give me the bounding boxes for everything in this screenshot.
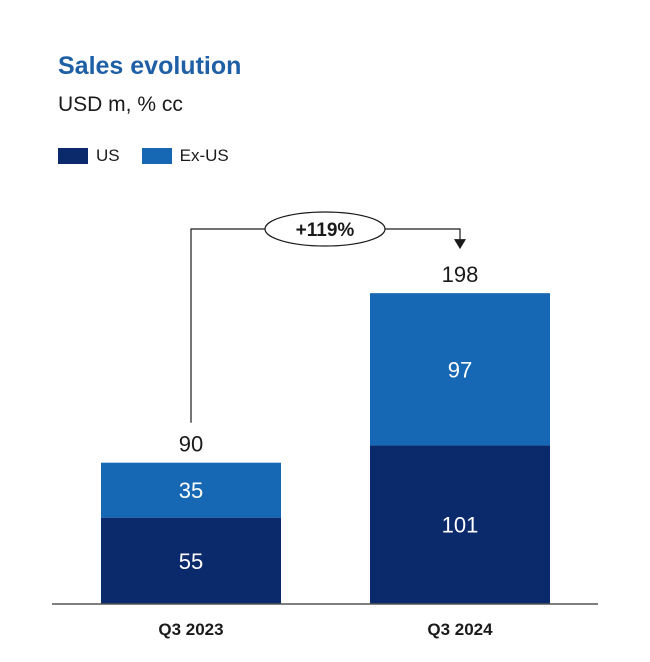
legend-label-us: US: [96, 146, 120, 165]
bar-us-1: [101, 517, 281, 604]
growth-annotation-label: +119%: [296, 220, 355, 241]
data-label-ex-us-2: 97: [448, 357, 472, 382]
growth-arrowhead: [454, 239, 466, 250]
data-label-us-1: 55: [179, 549, 203, 574]
bar-ex-us-1: [101, 462, 281, 518]
legend-swatch-ex-us: [141, 148, 172, 164]
chart-subtitle: USD m, % cc: [58, 93, 183, 116]
chart-title: Sales evolution: [58, 52, 242, 80]
total-label-1: 90: [179, 432, 203, 457]
legend-label-ex-us: Ex-US: [179, 146, 229, 165]
category-label-1: Q3 2023: [158, 620, 223, 639]
data-label-us-2: 101: [442, 513, 479, 538]
legend-item-ex-us: Ex-US: [141, 146, 229, 166]
total-label-2: 198: [442, 262, 479, 287]
category-label-2: Q3 2024: [427, 620, 493, 639]
bar-us-2: [370, 445, 550, 604]
growth-connector-left: [190, 228, 265, 423]
data-label-ex-us-1: 35: [179, 478, 203, 503]
bar-ex-us-2: [370, 293, 550, 446]
growth-oval: [264, 211, 386, 247]
legend: US Ex-US: [58, 146, 251, 166]
growth-connector-right: [385, 228, 461, 248]
legend-item-us: US: [58, 146, 120, 166]
legend-swatch-us: [58, 148, 88, 164]
